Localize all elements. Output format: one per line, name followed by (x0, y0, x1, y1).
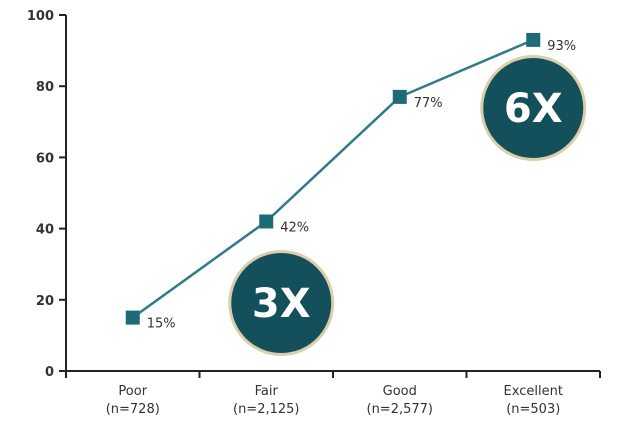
y-tick-label: 80 (36, 80, 54, 95)
data-point (125, 310, 140, 325)
x-category-label: Excellent (504, 384, 563, 399)
x-category-count: (n=2,577) (367, 402, 434, 417)
y-ticks: 0 20 40 60 80 100 (27, 9, 66, 380)
data-point (392, 89, 407, 104)
multiplier-badge: 6X (480, 55, 587, 161)
data-label: 15% (147, 317, 176, 332)
y-tick-label: 100 (27, 9, 54, 24)
badge-circle (231, 253, 332, 353)
y-axis: 0 20 40 60 80 100 (27, 9, 67, 380)
x-category-count: (n=503) (506, 402, 560, 417)
data-label: 42% (280, 220, 309, 235)
annotations: 3X 6X (228, 55, 587, 356)
y-tick-label: 0 (45, 365, 54, 380)
badge-label: 3X (252, 281, 311, 327)
data-point (259, 214, 274, 229)
series-line (132, 38, 534, 319)
y-tick-label: 20 (36, 294, 54, 309)
data-point (526, 32, 541, 47)
x-category-label: Fair (255, 384, 279, 399)
y-tick-label: 40 (36, 223, 54, 238)
x-category-count: (n=728) (106, 402, 160, 417)
series: 15% 42% 77% 93% (125, 32, 576, 332)
data-label: 93% (547, 39, 576, 54)
x-category-label: Poor (118, 384, 147, 399)
x-axis: Poor (n=728) Fair (n=2,125) Good (n=2,577) Exc… (65, 370, 601, 417)
x-category-count: (n=2,125) (233, 402, 300, 417)
multiplier-badge: 3X (228, 250, 335, 356)
x-ticks: Poor (n=728) Fair (n=2,125) Good (n=2,577) Exc… (65, 371, 601, 417)
data-label: 77% (414, 96, 443, 111)
y-tick-label: 60 (36, 151, 54, 166)
x-category-label: Good (383, 384, 417, 399)
badge-circle (483, 58, 584, 158)
badge-label: 6X (504, 86, 563, 132)
